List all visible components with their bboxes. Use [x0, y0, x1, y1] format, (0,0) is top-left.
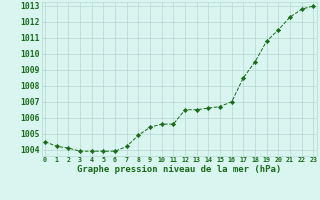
X-axis label: Graphe pression niveau de la mer (hPa): Graphe pression niveau de la mer (hPa) [77, 165, 281, 174]
